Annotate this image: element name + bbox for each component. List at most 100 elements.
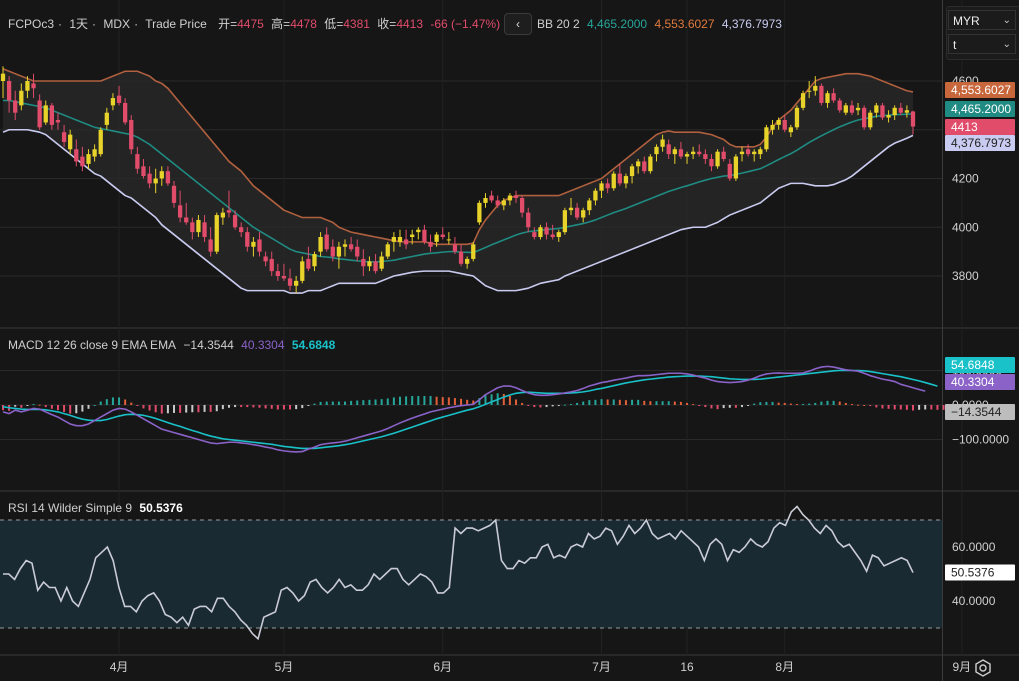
candle-body: [410, 234, 415, 237]
unit-select[interactable]: t ⌄: [948, 34, 1016, 54]
candle-body: [538, 227, 543, 237]
bb-middle-line: [3, 99, 914, 263]
candle-body: [239, 227, 244, 233]
macd-histogram-bar: [154, 405, 157, 413]
candle-body: [800, 93, 806, 108]
macd-histogram-bar: [81, 405, 84, 412]
macd-histogram-bar: [325, 401, 328, 405]
macd-histogram-bar: [759, 402, 762, 405]
time-tick-label: 5月: [275, 660, 294, 674]
macd-histogram-bar: [606, 399, 609, 405]
macd-histogram-bar: [692, 403, 695, 405]
macd-histogram-bar: [740, 405, 743, 408]
macd-histogram-bar: [130, 402, 133, 405]
macd-histogram-bar: [405, 396, 408, 405]
last-price-badge: 4413: [951, 120, 978, 134]
candle-body: [391, 237, 397, 242]
macd-histogram-bar: [38, 404, 41, 406]
macd-histogram-bar: [93, 405, 96, 406]
candle-body: [819, 85, 824, 103]
macd-histogram-bar: [166, 405, 169, 414]
candle-body: [892, 107, 897, 116]
settings-icon[interactable]: [973, 658, 993, 678]
candle-body: [513, 195, 519, 198]
bb-legend: BB 20 2 4,465.2000 4,553.6027 4,376.7973: [537, 16, 786, 32]
candle-body: [758, 149, 763, 155]
candle-body: [837, 100, 842, 111]
candle-body: [831, 93, 836, 101]
candle-body: [336, 246, 342, 257]
candle-body: [220, 212, 226, 218]
signal-badge-bg: [945, 357, 1015, 373]
candle-body: [294, 280, 299, 286]
macd-histogram-bar: [344, 401, 347, 405]
macd-badge: 40.3304: [951, 375, 995, 389]
candle-body: [788, 127, 793, 133]
rsi-legend: RSI 14 Wilder Simple 9 50.5376: [8, 500, 187, 516]
candle-body: [159, 171, 164, 179]
macd-histogram-bar: [246, 405, 249, 408]
macd-histogram-bar: [844, 402, 847, 405]
candle-body: [721, 151, 726, 159]
macd-histogram-bar: [435, 396, 438, 405]
macd-histogram-bar: [386, 398, 389, 405]
macd-histogram-bar: [118, 397, 121, 405]
candle-body: [794, 107, 800, 128]
candle-body: [532, 232, 537, 237]
macd-histogram-bar: [185, 405, 188, 413]
candle-body: [446, 239, 451, 241]
macd-histogram-bar: [612, 399, 615, 405]
macd-histogram-bar: [527, 405, 530, 406]
candle-body: [452, 244, 458, 252]
candle-body: [55, 120, 61, 123]
macd-histogram-bar: [814, 402, 817, 405]
candle-body: [654, 146, 659, 155]
macd-histogram-bar: [905, 405, 908, 410]
collapse-legend-button[interactable]: ‹: [504, 13, 532, 35]
macd-histogram-bar: [649, 401, 652, 405]
candle-body: [636, 161, 641, 167]
macd-histogram-bar: [356, 400, 359, 405]
candlestick-series: [0, 66, 916, 294]
macd-histogram-bar: [765, 401, 768, 405]
macd-histogram-bar: [716, 405, 719, 410]
macd-histogram-bar: [643, 400, 646, 405]
histogram-badge: −14.3544: [951, 405, 1002, 419]
macd-histogram-bar: [295, 405, 298, 410]
candle-body: [581, 210, 586, 218]
macd-histogram-bar: [124, 399, 127, 405]
chevron-down-icon: ⌄: [1002, 15, 1011, 26]
macd-histogram-bar: [319, 401, 322, 405]
candle-body: [184, 217, 189, 223]
macd-histogram-bar: [838, 401, 841, 405]
candle-body: [666, 144, 671, 155]
chevron-left-icon: ‹: [516, 17, 520, 31]
macd-histogram-bar: [331, 401, 334, 405]
macd-histogram-bar: [563, 404, 566, 406]
candle-body: [245, 232, 250, 247]
candle-body: [697, 151, 702, 155]
candle-body: [862, 107, 867, 128]
time-tick-label: 16: [680, 660, 694, 674]
candle-body: [709, 159, 714, 167]
macd-histogram-bar: [111, 397, 114, 405]
rsi-tick-label: 40.0000: [952, 594, 996, 608]
macd-signal-line: [2, 369, 938, 450]
candle-body: [385, 244, 390, 257]
candle-body: [544, 227, 549, 235]
currency-select[interactable]: MYR ⌄: [948, 10, 1016, 30]
separator: ·: [58, 17, 63, 31]
macd-histogram-value: −14.3544: [183, 338, 234, 352]
candle-body: [287, 278, 293, 286]
high-label: 高=: [271, 17, 291, 31]
macd-histogram-bar: [924, 405, 927, 410]
histogram-badge-bg: [945, 404, 1015, 420]
unit-value: t: [953, 38, 957, 52]
time-tick-label: 4月: [110, 660, 129, 674]
macd-histogram-bar: [221, 405, 224, 410]
candle-body: [690, 151, 696, 155]
candle-body: [556, 232, 561, 237]
macd-histogram-bar: [26, 405, 29, 406]
candle-body: [171, 185, 177, 203]
